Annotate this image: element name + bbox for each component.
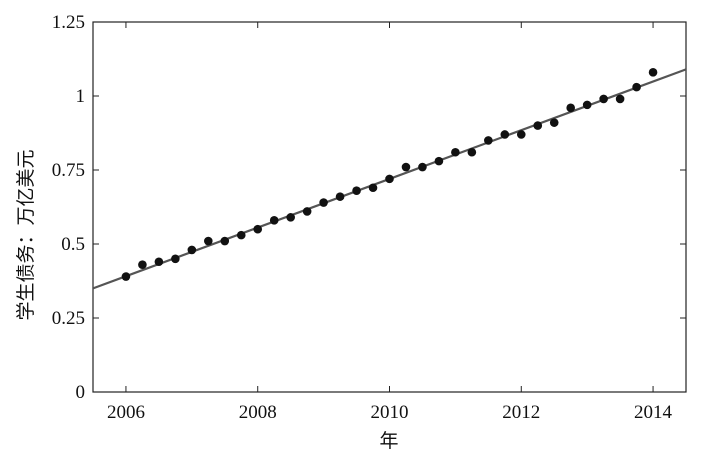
data-point (582, 100, 592, 110)
data-point (385, 174, 394, 184)
data-point (434, 156, 444, 166)
data-point (352, 186, 361, 196)
data-point (599, 94, 608, 104)
data-point (368, 183, 378, 193)
data-point (615, 94, 625, 104)
x-axis-title: 年 (379, 430, 398, 452)
x-tick-label: 2014 (634, 402, 673, 423)
y-tick-label: 0 (76, 382, 86, 403)
data-point (632, 82, 641, 92)
y-axis-title: 学生债务：万亿美元 (15, 149, 37, 320)
data-point (253, 224, 263, 234)
x-tick-label: 2008 (239, 402, 277, 423)
plot-area: 2006 2008 2010 2012 2014 0 0.25 0.5 0.75 1 1.25 (52, 12, 687, 423)
y-tick-label: 0.5 (61, 234, 85, 255)
data-point (335, 192, 345, 201)
data-point (500, 130, 510, 139)
data-point (484, 136, 493, 145)
data-point (138, 260, 147, 270)
data-point (319, 198, 328, 207)
x-tick-label: 2012 (502, 402, 540, 423)
x-tick-label: 2006 (107, 402, 145, 423)
data-point (269, 216, 279, 225)
x-tick-label: 2010 (371, 402, 409, 423)
y-tick-label: 1 (76, 86, 86, 107)
data-point (121, 272, 131, 281)
y-tick-label: 1.25 (52, 12, 85, 33)
data-point (236, 230, 246, 240)
data-point (171, 254, 180, 264)
data-point (401, 162, 411, 172)
data-point (418, 162, 427, 172)
data-point (648, 68, 658, 77)
data-point (204, 236, 213, 246)
data-point (451, 147, 460, 157)
data-point (286, 213, 295, 222)
y-tick-label: 0.25 (52, 308, 85, 329)
y-tick-label: 0.75 (52, 160, 85, 181)
data-point (467, 147, 477, 157)
data-point (566, 103, 575, 113)
data-point (154, 257, 164, 267)
data-point (187, 245, 197, 255)
data-point (533, 121, 543, 130)
data-point (220, 236, 230, 246)
data-point (516, 130, 526, 139)
data-point (302, 207, 312, 216)
data-point (549, 118, 559, 127)
